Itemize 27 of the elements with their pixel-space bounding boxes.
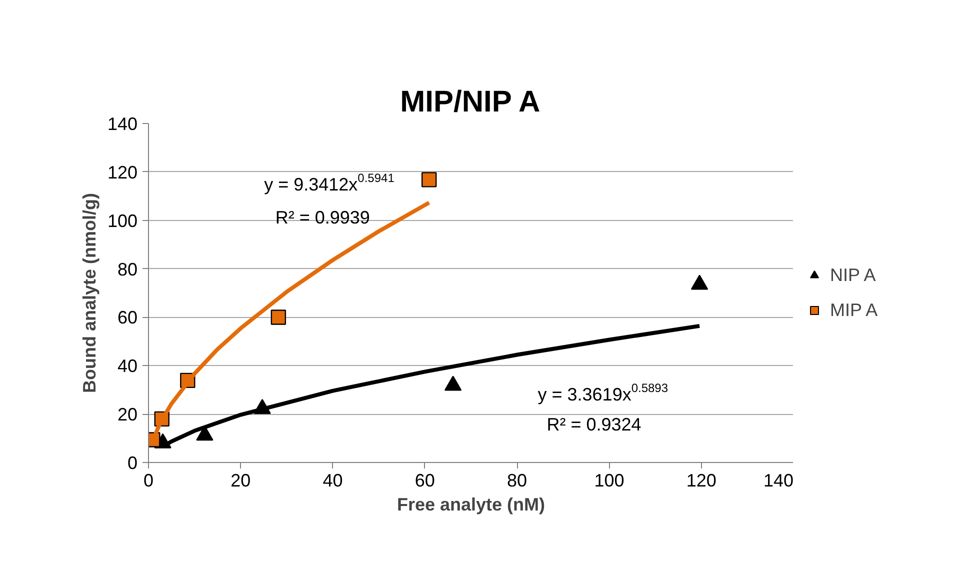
y-tick-label: 80 (117, 259, 138, 280)
annotation: R² = 0.9324 (546, 414, 642, 434)
chart-title: MIP/NIP A (400, 86, 540, 118)
y-tick-label: 40 (117, 356, 138, 376)
y-tick-label: 60 (117, 308, 138, 328)
annotation: R² = 0.9939 (275, 207, 370, 228)
x-tick-label: 60 (414, 470, 435, 490)
point (421, 172, 437, 188)
y-tick-label: 140 (107, 114, 138, 134)
y-tick-label: 0 (127, 453, 138, 473)
x-tick-label: 80 (507, 470, 528, 490)
y-tick-label: 20 (117, 404, 138, 425)
x-tick-label: 20 (230, 470, 251, 490)
point (690, 274, 708, 290)
legend-label: NIP A (830, 264, 876, 286)
point (444, 376, 462, 391)
x-axis-title: Free analyte (nM) (396, 494, 546, 514)
legend-label: MIP A (830, 300, 878, 320)
y-tick-label: 100 (107, 210, 138, 231)
x-tick-label: 140 (763, 470, 794, 490)
x-tick-label: 120 (686, 470, 716, 490)
x-tick-label: 40 (322, 470, 343, 490)
y-tick-label: 120 (107, 162, 138, 182)
x-tick-label: 100 (594, 470, 624, 490)
x-tick-label: 0 (143, 470, 154, 490)
point (270, 310, 286, 325)
y-axis-title: Bound analyte (nmol/g) (79, 192, 100, 393)
